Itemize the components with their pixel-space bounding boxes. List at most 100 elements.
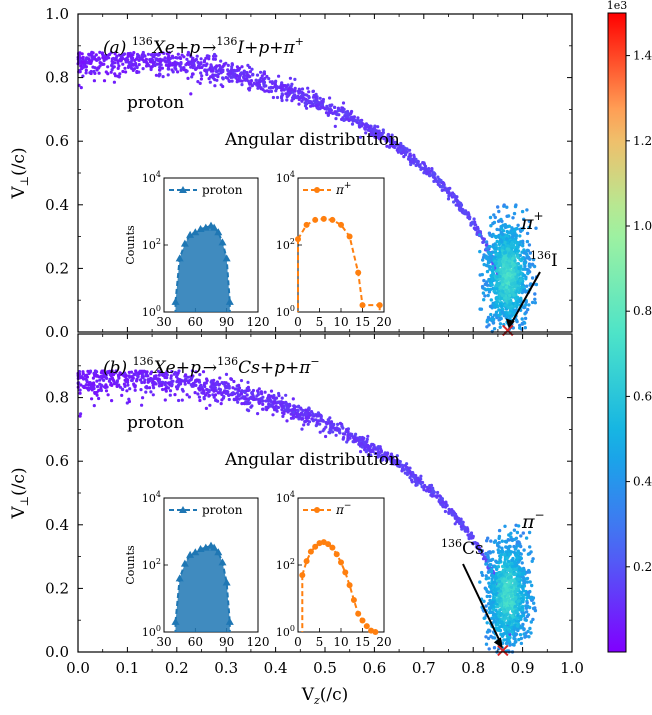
fragment-point [486,536,490,540]
inset-x-tick-label: 5 [316,315,324,329]
proton-point [354,439,358,443]
fragment-point [487,581,491,585]
fragment-point [510,614,514,618]
proton-point [426,488,430,492]
inset-x-tick-label: 0 [294,315,302,329]
fragment-cluster [478,523,538,654]
fragment-point [512,550,516,554]
colorbar-tick-label: 0.2 [633,560,652,574]
proton-point [304,97,308,101]
proton-point [268,86,272,90]
proton-point [113,57,117,62]
proton-point [196,60,200,64]
inset-point [333,551,340,558]
fragment-point [503,524,507,528]
fragment-point [517,637,521,642]
fragment-point [523,290,528,294]
fragment-point [527,303,531,307]
inset-point [346,582,353,589]
proton-point [268,404,272,408]
fragment-point [508,629,512,633]
proton-point [140,403,144,407]
proton-point [233,72,237,76]
proton-point [224,372,229,376]
proton-point [95,385,100,389]
proton-point [232,397,236,401]
panel-a: 0.00.20.40.60.81.0V⊥(/c)(a) 136Xe+p →136I… [9,5,573,341]
x-tick-label: 0.3 [214,659,238,677]
proton-point [95,393,99,397]
proton-point [221,84,225,89]
proton-point [310,101,314,105]
proton-point [208,403,212,407]
proton-point [275,85,279,89]
proton-point [251,73,255,77]
proton-point [336,422,340,426]
proton-point [85,378,89,383]
proton-point [153,63,157,68]
proton-point [195,66,199,70]
proton-point [306,422,310,426]
fragment-point [519,626,523,630]
proton-point [307,90,311,94]
fragment-point [533,297,537,301]
proton-point [239,379,244,383]
fragment-point [527,590,531,594]
proton-point [341,101,346,105]
fragment-point [497,628,502,633]
proton-point [195,54,199,58]
proton-point [219,59,223,63]
fragment-point [488,610,492,615]
proton-point [257,84,261,88]
proton-point [81,74,85,78]
proton-point [213,393,218,397]
proton-point [269,389,274,393]
proton-point [421,161,425,165]
proton-point [113,72,117,76]
proton-point [179,61,183,65]
proton-point [324,434,328,439]
proton-point [340,424,344,428]
proton-point [248,82,252,86]
fragment-point [506,594,510,598]
fragment-point [488,265,492,269]
proton-point [189,65,193,69]
y-tick-label: 0.6 [45,132,69,150]
proton-point [204,393,208,397]
proton-point [191,56,195,61]
proton-point [150,65,154,69]
proton-point [179,378,183,382]
proton-point [300,96,304,100]
fragment-point [488,594,492,599]
fragment-point [487,647,491,651]
proton-point [137,63,141,67]
proton-point [116,59,120,63]
fragment-point [510,290,514,295]
fragment-point [482,278,486,283]
fragment-point [482,298,486,302]
proton-point [321,429,325,433]
proton-point [374,136,378,140]
proton-point [247,409,251,413]
proton-point [401,144,405,149]
proton-point [220,391,224,395]
proton-point [309,104,313,108]
fragment-point [491,221,495,226]
fragment-point [521,613,526,618]
proton-point [249,79,254,83]
proton-point [179,56,183,61]
fragment-point [507,544,512,549]
proton-point [92,386,96,390]
proton-point [274,396,279,400]
proton-point [280,396,284,400]
proton-point [456,516,461,520]
fragment-point [525,601,529,605]
proton-point [208,80,212,84]
proton-point [347,118,351,123]
proton-point [382,137,386,141]
fragment-point [525,596,529,600]
proton-point [110,59,114,64]
proton-point [80,67,84,71]
proton-point [184,377,188,381]
fragment-point [505,602,509,606]
